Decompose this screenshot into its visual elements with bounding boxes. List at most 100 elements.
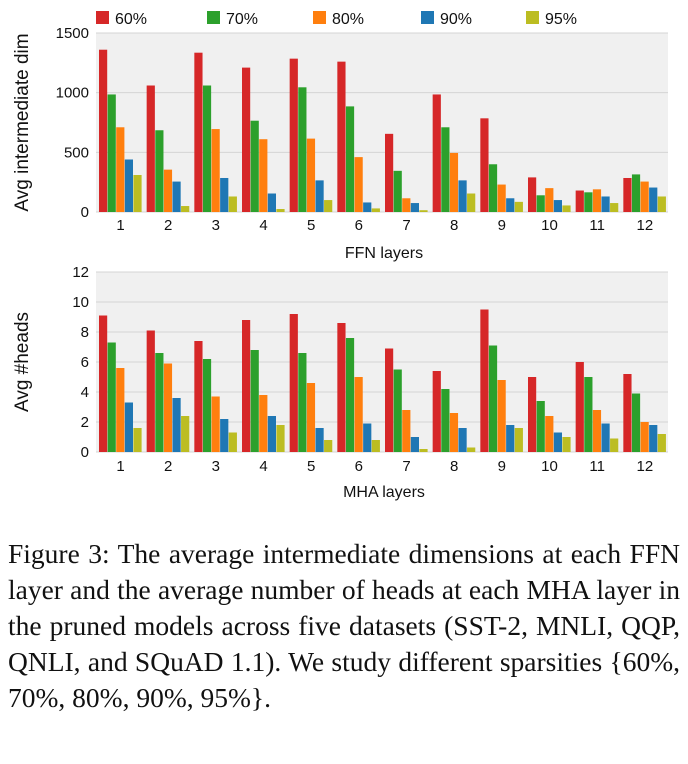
x-tick-label: 6 (355, 217, 363, 234)
bar (202, 85, 212, 212)
bar (601, 423, 610, 452)
bar (536, 401, 545, 452)
bar (419, 449, 428, 452)
y-tick-label: 10 (72, 294, 89, 311)
bar (631, 174, 641, 212)
x-tick-label: 4 (259, 458, 267, 475)
y-tick-label: 0 (81, 204, 89, 221)
bar (324, 440, 333, 452)
bar (181, 206, 190, 212)
bar (116, 368, 125, 452)
bar (133, 428, 142, 452)
legend: 60% 70% 80% 90% 95% (96, 11, 577, 28)
bar (354, 377, 363, 452)
bar (163, 363, 173, 452)
bar (163, 169, 173, 212)
bar (259, 395, 268, 452)
figure-caption: Figure 3: The average intermediate dimen… (8, 538, 680, 713)
bar (363, 423, 372, 452)
x-tick-label: 5 (307, 458, 315, 475)
bar (371, 440, 380, 452)
bar (480, 118, 489, 212)
bar (228, 432, 237, 452)
bar (393, 170, 402, 212)
x-tick-label: 4 (259, 217, 267, 234)
bar (202, 359, 212, 452)
legend-swatch (313, 11, 326, 24)
bar (432, 94, 441, 212)
bar (306, 383, 316, 452)
bar (553, 432, 562, 452)
bar (467, 193, 476, 212)
y-axis-label: Avg intermediate dim (12, 33, 33, 211)
bar (514, 428, 523, 452)
legend-swatch (207, 11, 220, 24)
bar (385, 133, 394, 212)
y-tick-label: 1500 (56, 25, 89, 42)
x-tick-label: 11 (589, 217, 605, 234)
bar (657, 434, 666, 452)
legend-label: 60% (115, 11, 147, 28)
x-tick-label: 8 (450, 217, 458, 234)
bar (514, 201, 523, 212)
bar (649, 425, 658, 452)
bar (220, 177, 229, 212)
bar (610, 438, 619, 452)
bar (458, 428, 467, 452)
bar (545, 188, 554, 212)
bar (363, 202, 372, 212)
x-tick-label: 7 (402, 217, 410, 234)
bar (172, 398, 181, 452)
bar (211, 129, 220, 212)
bar (133, 175, 142, 212)
bar (497, 380, 506, 452)
bar (393, 369, 402, 452)
legend-swatch (421, 11, 434, 24)
legend-label: 80% (332, 11, 364, 28)
bar (289, 314, 298, 452)
bar (345, 338, 355, 452)
bar (601, 196, 610, 212)
x-tick-label: 2 (164, 458, 172, 475)
bar (315, 428, 324, 452)
bar (124, 159, 133, 212)
bar (155, 130, 164, 212)
x-tick-label: 3 (212, 458, 220, 475)
legend-label: 95% (545, 11, 577, 28)
y-tick-label: 1000 (56, 85, 89, 102)
bar (385, 348, 394, 452)
bar (107, 342, 116, 452)
bar (289, 58, 298, 213)
bar (306, 138, 316, 212)
legend-label: 70% (226, 11, 258, 28)
bar (657, 196, 666, 212)
bar (194, 341, 203, 452)
y-tick-label: 2 (81, 414, 89, 431)
bar (528, 177, 537, 212)
bar (545, 416, 554, 452)
y-tick-label: 0 (81, 444, 89, 461)
bar (337, 323, 346, 452)
bar (267, 416, 276, 452)
legend-swatch (526, 11, 539, 24)
bar (345, 106, 355, 212)
bar (631, 393, 641, 452)
x-tick-label: 10 (541, 458, 558, 475)
x-tick-label: 3 (212, 217, 220, 234)
bar (99, 315, 108, 452)
y-axis-label: Avg #heads (12, 312, 33, 412)
bar (250, 120, 259, 212)
bar (488, 345, 498, 452)
bar (575, 362, 584, 452)
bar (315, 180, 324, 212)
bar (155, 353, 164, 452)
y-tick-label: 500 (64, 144, 89, 161)
bar (181, 416, 190, 452)
x-tick-label: 1 (116, 458, 124, 475)
bar (298, 87, 307, 212)
bar (640, 422, 649, 452)
bar (623, 177, 632, 212)
bar (441, 389, 450, 452)
